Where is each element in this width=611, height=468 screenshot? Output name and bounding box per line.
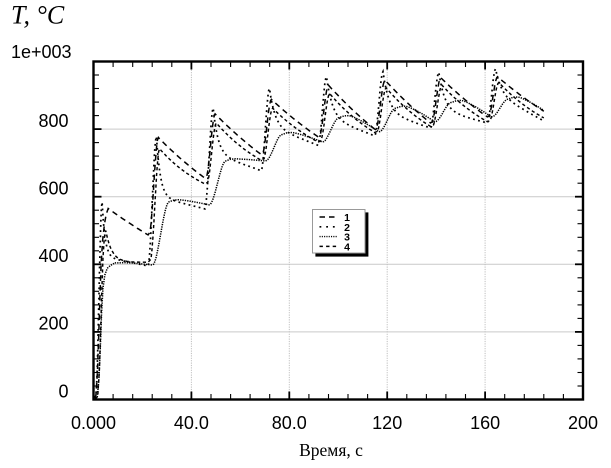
svg-text:Время, с: Время, с (299, 440, 363, 460)
svg-text:200: 200 (38, 314, 68, 334)
svg-text:600: 600 (38, 179, 68, 199)
svg-text:120: 120 (372, 413, 402, 433)
svg-text:800: 800 (38, 111, 68, 131)
svg-text:2: 2 (344, 222, 350, 234)
svg-text:3: 3 (344, 232, 350, 244)
svg-text:40.0: 40.0 (174, 413, 209, 433)
svg-text:0: 0 (58, 381, 68, 401)
svg-text:80.0: 80.0 (272, 413, 307, 433)
svg-text:T, °C: T, °C (11, 1, 65, 30)
svg-text:1e+003: 1e+003 (11, 42, 72, 62)
svg-text:1: 1 (344, 212, 350, 224)
svg-text:200: 200 (568, 413, 598, 433)
svg-text:400: 400 (38, 246, 68, 266)
svg-text:160: 160 (470, 413, 500, 433)
svg-text:0.000: 0.000 (71, 413, 116, 433)
svg-text:4: 4 (344, 241, 350, 253)
